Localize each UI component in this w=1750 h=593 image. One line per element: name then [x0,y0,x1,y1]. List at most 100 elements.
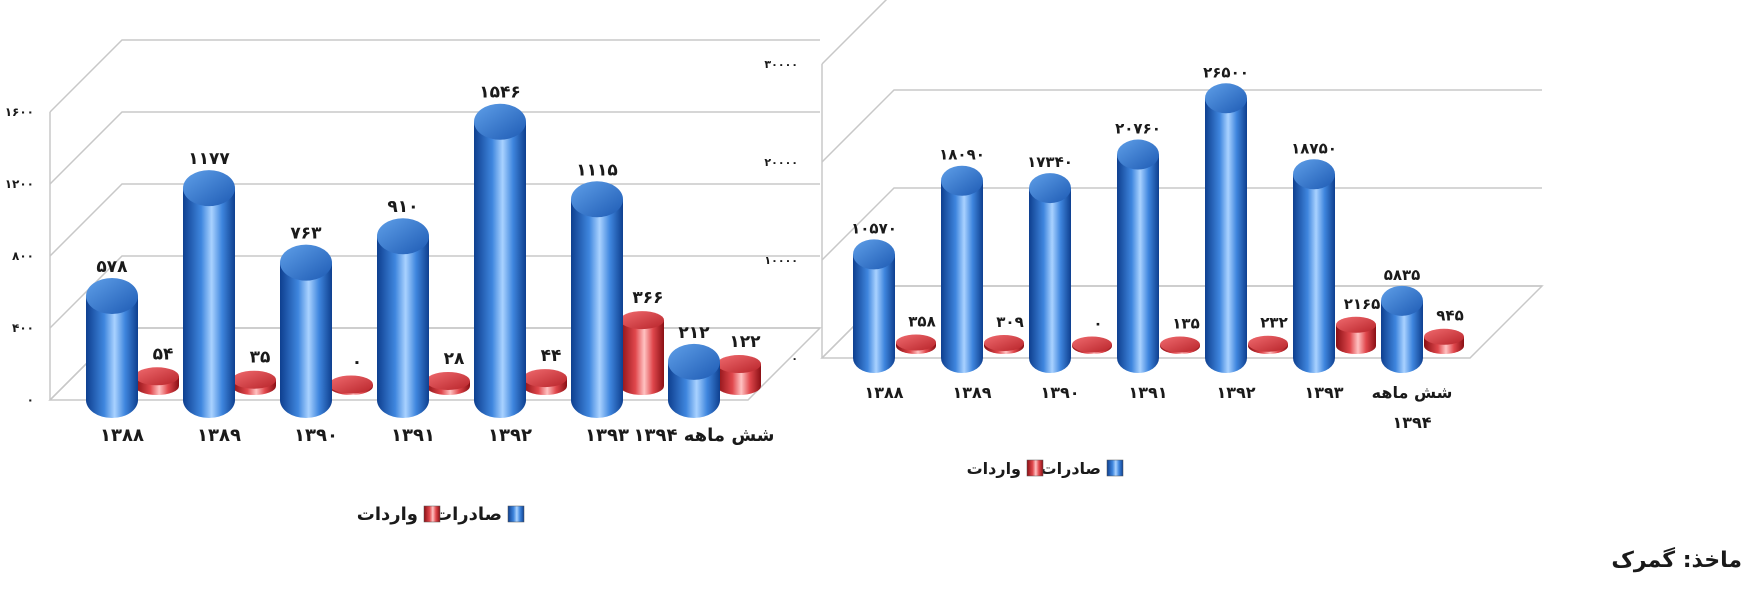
data-label-export: ۱۷۳۴۰ [1027,153,1073,171]
legend-label-export: صادرات [434,504,502,525]
data-label-import: ۳۵۸ [908,312,935,330]
x-tick-label: ۱۳۸۸ [864,383,903,402]
chart-right: ۰ ۱۰۰۰۰ ۲۰۰۰۰ ۳۰۰۰۰ ۱۰۵۷۰ ۳۵۸ ۱۳۸۸ ۱۸۰۹۰ ۳۰۹ ۱۳۸۹… [764,0,1544,478]
bar-import-body [1336,324,1376,354]
x-tick-label: ۱۳۸۹ [197,425,241,446]
bar-export-top [280,244,332,281]
data-label-import: ۱۲۲ [729,332,761,352]
bar-export-body [1205,98,1247,374]
bar-export-top [86,277,138,314]
bar-import-top [717,355,761,374]
bar-export [571,181,623,418]
bar-export-body [1029,188,1071,373]
bar-import-top [1072,336,1112,353]
bar-export-top [1205,83,1247,114]
data-label-export: ۱۰۵۷۰ [851,219,897,237]
bar-import-top [1336,316,1376,333]
x-tick-label: ۱۳۹۲ [1216,383,1255,402]
bar-export-top [1117,139,1159,170]
data-label-export: ۷۶۳ [290,224,322,244]
bar-import [1072,336,1112,354]
bar-export-body [377,236,429,418]
bar-export-top [183,170,235,207]
bar-export [1029,173,1071,373]
data-label-import: ۳۰۹ [996,313,1023,331]
legend-swatch-import [423,505,441,523]
bar-import [1424,328,1464,354]
x-tick-label: ۱۳۹۰ [1040,383,1079,402]
bar-import [984,334,1024,354]
legend-label-import: واردات [967,459,1021,478]
source-note: ماخذ: گمرک [1611,548,1742,573]
y-tick-label: ۸۰۰ [12,249,34,263]
y-tick-label: ۰ [791,352,798,365]
legend-swatch-import [1026,459,1044,477]
data-label-import: ۲۱۶۵ [1344,295,1381,313]
x-tick-label: ۱۳۹۱ [391,425,435,446]
bar-import-top [984,334,1024,351]
bar-export-top [377,218,429,255]
bar-export-top [941,165,983,196]
bar-import-top [329,375,373,394]
gridline [821,0,888,65]
data-label-import: ۵۴ [153,344,174,364]
gridline [821,187,1542,261]
bar-import-top [523,369,567,388]
gridline [49,111,820,185]
bar-import [717,355,761,395]
data-label-import: ۳۶۶ [632,288,663,308]
bar-export-body [86,295,138,418]
bar-export-body [1117,154,1159,373]
bar-import [329,375,373,395]
legend-label-import: واردات [357,504,418,525]
gridline [49,183,820,257]
x-tick-label: ۱۳۹۰ [294,425,338,446]
data-label-import: ۹۴۵ [1436,307,1463,325]
bar-import-top [232,370,276,389]
bar-export-top [668,343,720,380]
bar-export [183,170,235,418]
bar-import [135,367,179,395]
x-tick-label: ۱۳۸۹ [952,383,991,402]
y-tick-label: ۳۰۰۰۰ [764,58,798,71]
gridline [49,255,820,329]
bar-export [1205,83,1247,374]
data-label-import: ۴۴ [541,346,562,366]
bar-export-top [1029,173,1071,204]
data-label-import: ۳۵ [250,348,271,368]
bar-export [668,343,720,418]
bar-import [523,369,567,395]
bar-export-body [941,180,983,373]
bar-export-body [1293,174,1335,373]
bar-import-top [620,311,664,330]
bar-import-top [1248,335,1288,352]
bar-export-top [571,181,623,218]
bar-export-top [1293,159,1335,190]
x-tick-label: شش ماهه ۱۳۹۴ [634,425,775,446]
bar-export [1293,159,1335,373]
bar-import [426,371,470,395]
data-label-export: ۲۱۲ [678,323,710,343]
chart-left: ۰ ۴۰۰ ۸۰۰ ۱۲۰۰ ۱۶۰۰ ۵۷۸ ۵۴ ۱۳۸۸ ۱۱۷۷ ۳۵ ۱۳۸۹ ۷۶۳ ۰ ۱۳… [5,39,822,525]
x-tick-label: ۱۳۹۴ [1392,413,1431,432]
data-label-export: ۵۷۸ [96,257,128,277]
data-label-import: ۱۳۵ [1172,315,1199,333]
bar-export-body [853,254,895,373]
bar-import [1248,335,1288,354]
bar-export [86,277,138,418]
bar-import-top [1424,328,1464,345]
bar-export-body [183,188,235,418]
bar-import [232,370,276,395]
bar-export-body [1381,300,1423,373]
data-label-export: ۵۸۳۵ [1384,266,1421,284]
gridline [49,39,820,113]
bar-export-body [571,199,623,418]
bar-import-top [426,371,470,390]
x-tick-label: ۱۳۹۲ [488,425,532,446]
bar-export [1117,139,1159,373]
x-tick-label: ۱۳۹۱ [1128,383,1167,402]
bar-export-top [853,239,895,270]
y-tick-label: ۲۰۰۰۰ [764,156,798,169]
bar-export [377,218,429,418]
